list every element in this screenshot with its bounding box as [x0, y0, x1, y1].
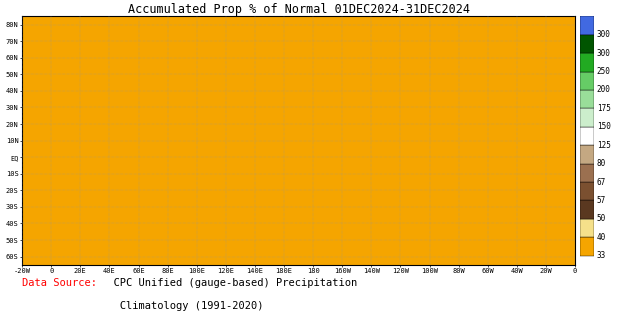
Bar	[580, 200, 594, 219]
Text: CPC Unified (gauge-based) Precipitation: CPC Unified (gauge-based) Precipitation	[101, 278, 357, 288]
Text: 80: 80	[597, 159, 606, 168]
Bar	[580, 53, 594, 72]
Bar	[580, 127, 594, 145]
Text: Climatology (1991-2020): Climatology (1991-2020)	[101, 301, 264, 311]
Bar	[580, 164, 594, 182]
Text: 175: 175	[597, 104, 611, 113]
Text: 50: 50	[597, 214, 606, 223]
Title: Accumulated Prop % of Normal 01DEC2024-31DEC2024: Accumulated Prop % of Normal 01DEC2024-3…	[128, 3, 470, 16]
Bar	[580, 182, 594, 200]
Bar	[580, 145, 594, 164]
Bar	[580, 108, 594, 127]
Text: 40: 40	[597, 233, 606, 242]
Bar	[580, 35, 594, 53]
Text: 200: 200	[597, 85, 611, 95]
Bar	[580, 237, 594, 256]
Bar	[580, 219, 594, 237]
Text: Data Source:: Data Source:	[22, 278, 97, 288]
Text: 125: 125	[597, 141, 611, 150]
Bar	[580, 16, 594, 35]
Text: 57: 57	[597, 196, 606, 205]
Text: 67: 67	[597, 178, 606, 186]
Text: 250: 250	[597, 67, 611, 76]
Bar	[580, 90, 594, 108]
Text: 150: 150	[597, 122, 611, 131]
Text: 300: 300	[597, 30, 611, 39]
Text: 33: 33	[597, 251, 606, 260]
Text: 300: 300	[597, 49, 611, 58]
Bar	[580, 72, 594, 90]
